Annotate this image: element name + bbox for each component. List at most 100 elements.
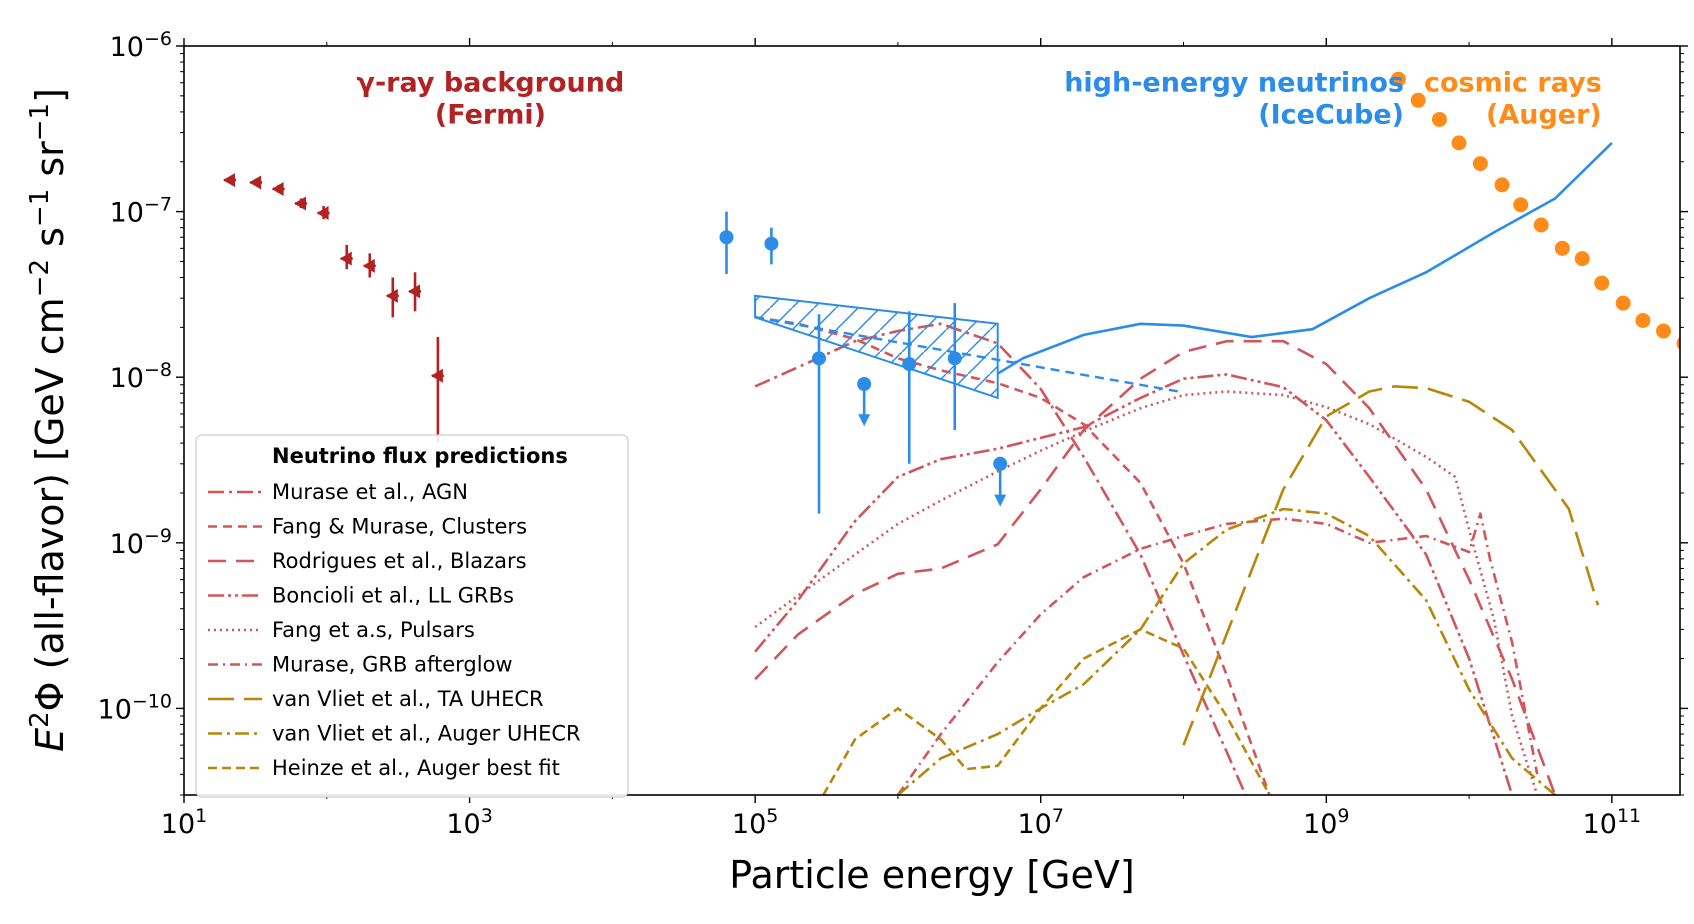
fermi-point [316,206,329,221]
annotations: γ-ray background(Fermi) high-energy neutr… [357,68,1602,131]
x-tick-exp: 5 [766,805,778,827]
y-tick-label: 10−9 [110,525,172,560]
auger-point [1390,71,1406,87]
icecube-point [719,230,734,245]
icecube-point [764,236,779,251]
y-tick-exp: −7 [144,194,172,216]
fermi-point [339,251,352,266]
icecube-point [947,351,962,366]
series-line-4 [754,390,1539,795]
icecube-limit-point [857,376,872,391]
y-tick-label: 10−10 [98,690,172,725]
fermi-point [362,258,375,273]
icecube-point [811,351,826,366]
legend-label: van Vliet et al., TA UHECR [272,687,544,711]
x-tick-base: 10 [732,809,766,840]
series-line-6 [1182,385,1600,746]
x-tick-label: 103 [446,805,492,840]
auger-point [1615,295,1631,311]
y-tick-base: 10 [110,529,144,560]
y-tick-label: 10−8 [110,359,172,394]
svg-text:E2Φ (all-flavor) [GeV cm−2 s−1: E2Φ (all-flavor) [GeV cm−2 s−1 sr−1] [25,88,72,752]
y-tick-exp: −8 [144,359,172,381]
x-tick-base: 10 [1017,809,1051,840]
y-tick-exp: −9 [144,525,172,547]
auger-point [1594,275,1610,291]
annotation-label: γ-ray background [357,68,625,99]
auger-point [1533,217,1549,233]
series-line-8 [822,628,1271,795]
x-tick-base: 10 [161,809,195,840]
auger-point [1472,156,1488,172]
y-tick-base: 10 [98,694,132,725]
legend-label: van Vliet et al., Auger UHECR [272,722,581,746]
legend-box [195,434,629,798]
icecube-limit-arrowhead [858,414,871,427]
plot-area [223,71,1680,795]
x-tick-base: 10 [1583,809,1617,840]
annotation-label: (Auger) [1486,100,1602,131]
legend-title: Neutrino flux predictions [272,444,568,468]
x-tick-exp: 7 [1052,805,1064,827]
auger-point [1656,323,1672,339]
icecube-sensitivity-line [997,141,1613,375]
icecube-limit-point [993,456,1008,471]
icecube-point [902,357,917,372]
annotation-label: (Fermi) [435,100,546,131]
auger-point [1554,240,1570,256]
icecube-limit-arrowhead [994,494,1007,507]
x-tick-label: 1011 [1583,805,1642,840]
x-tick-label: 107 [1017,805,1063,840]
series-line-2 [754,339,1557,795]
annotation-label: (IceCube) [1258,100,1404,131]
x-tick-exp: 3 [481,805,493,827]
fermi-point [294,196,307,211]
fermi-point [271,181,284,196]
legend-label: Fang et a.s, Pulsars [272,618,475,642]
legend-label: Boncioli et al., LL GRBs [272,584,514,608]
fermi-point [249,175,262,190]
x-tick-exp: 9 [1337,805,1349,827]
fermi-point [385,288,398,303]
x-tick-base: 10 [446,809,480,840]
legend-label: Murase et al., AGN [272,480,468,504]
legend-label: Rodrigues et al., Blazars [272,549,527,573]
fermi-point [223,173,236,188]
auger-point [1676,337,1680,350]
y-tick-exp: −10 [132,690,172,712]
y-tick-base: 10 [110,198,144,229]
series-line-7 [897,507,1556,795]
icecube-fit-line [754,316,1184,394]
legend-label: Murase, GRB afterglow [272,653,513,677]
auger-point [1513,197,1529,213]
legend-label: Fang & Murase, Clusters [272,515,527,539]
auger-point [1494,177,1510,193]
fermi-point [408,284,421,299]
x-tick-base: 10 [1303,809,1337,840]
x-axis-label: Particle energy [GeV] [729,853,1134,897]
y-axis-label: E2Φ (all-flavor) [GeV cm−2 s−1 sr−1] [25,88,72,752]
x-tick-exp: 11 [1617,805,1641,827]
axes-frame [183,45,1681,796]
series-line-3 [754,373,1514,795]
legend: Neutrino flux predictions Murase et al., … [195,434,629,798]
auger-point [1635,312,1651,328]
y-tick-base: 10 [110,363,144,394]
x-tick-exp: 1 [195,805,207,827]
x-tick-label: 109 [1303,805,1349,840]
legend-label: Heinze et al., Auger best fit [272,756,560,780]
x-tick-label: 101 [161,805,207,840]
y-tick-label: 10−7 [110,194,172,229]
y-tick-exp: −6 [144,28,172,50]
auger-point [1431,111,1447,127]
y-tick-base: 10 [110,32,144,63]
icecube-fit-band [754,294,999,400]
auger-point [1410,92,1426,108]
annotation-label: cosmic rays [1424,68,1602,99]
auger-point [1451,135,1467,151]
annotation-label: high-energy neutrinos [1064,68,1404,99]
fermi-point [430,368,443,383]
auger-point [1574,251,1590,267]
